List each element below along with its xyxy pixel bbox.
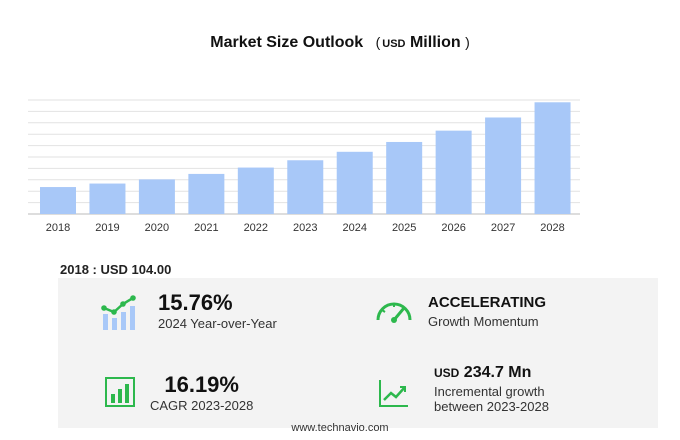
momentum-label: Growth Momentum <box>428 314 539 329</box>
bar-2023 <box>287 160 324 214</box>
incremental-label-2: between 2023-2028 <box>434 399 549 414</box>
bar-2025 <box>386 141 423 214</box>
x-tick-label: 2025 <box>392 222 416 234</box>
bar-2018 <box>40 187 76 214</box>
kpi-cagr: 16.19% CAGR 2023-2028 <box>150 372 253 413</box>
bar-2026 <box>435 130 472 214</box>
base-year-value: 2018 : USD 104.00 <box>60 262 172 277</box>
bar-2021 <box>188 173 225 214</box>
x-tick-label: 2024 <box>342 222 366 234</box>
x-tick-label: 2023 <box>293 222 317 234</box>
incremental-amount: 234.7 Mn <box>463 364 532 381</box>
yoy-label: 2024 Year-over-Year <box>158 316 277 331</box>
incremental-currency: USD <box>434 366 460 380</box>
trend-line-icon <box>379 380 408 407</box>
unit-big: Million <box>409 34 461 51</box>
kpi-momentum: ACCELERATING Growth Momentum <box>428 294 546 329</box>
unit-close: ) <box>465 34 470 50</box>
x-tick-label: 2021 <box>194 222 218 234</box>
bar-2020 <box>138 179 175 214</box>
bar-2024 <box>336 151 373 214</box>
bar-chart: 2018 2019 2020 2021 2022 2023 2024 2025 2026 2027… <box>28 99 580 234</box>
yoy-value: 15.76% <box>158 290 233 315</box>
kpi-yoy: 15.76% 2024 Year-over-Year <box>158 290 277 331</box>
x-tick-label: 2028 <box>540 222 564 234</box>
bar-chart-icon <box>105 377 135 407</box>
unit-small: USD <box>382 38 406 50</box>
bar-2027 <box>485 117 522 214</box>
kpi-panel <box>58 278 658 428</box>
title-text: Market Size Outlook <box>210 34 364 51</box>
x-tick-label: 2022 <box>244 222 268 234</box>
incremental-label-1: Incremental growth <box>434 384 545 399</box>
cagr-label: CAGR 2023-2028 <box>150 398 254 413</box>
x-tick-label: 2020 <box>145 222 169 234</box>
source-footer: www.technavio.com <box>291 422 389 434</box>
bar-2019 <box>89 183 126 214</box>
bar-2022 <box>237 167 274 214</box>
x-tick-label: 2026 <box>441 222 465 234</box>
growth-bars-icon <box>101 295 136 330</box>
kpi-incremental: USD 234.7 Mn Incremental growth between … <box>434 364 549 414</box>
unit-open: ( <box>375 34 381 50</box>
momentum-value: ACCELERATING <box>428 294 547 311</box>
chart-title: Market Size Outlook (USD Million ) <box>0 34 680 52</box>
cagr-value: 16.19% <box>164 372 239 397</box>
speedometer-icon <box>376 302 412 323</box>
bar-2028 <box>534 102 571 214</box>
x-tick-label: 2018 <box>46 222 70 234</box>
incremental-value: USD 234.7 Mn <box>434 364 549 382</box>
x-tick-label: 2027 <box>491 222 515 234</box>
x-tick-label: 2019 <box>95 222 119 234</box>
